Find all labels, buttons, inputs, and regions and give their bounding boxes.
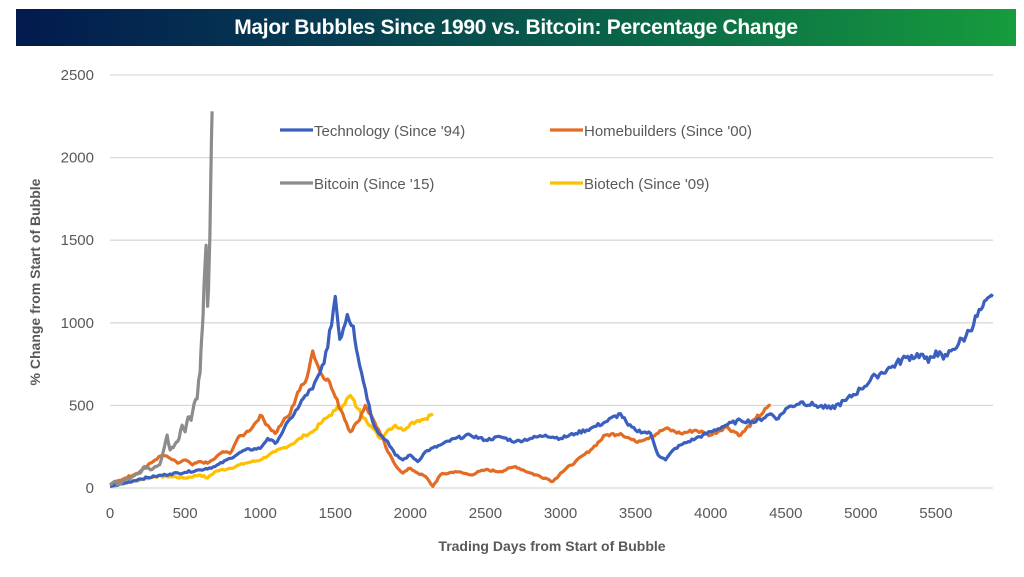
y-tick-label: 2500: [61, 67, 94, 84]
legend-label: Technology (Since '94): [314, 123, 465, 140]
x-tick-label: 4500: [769, 505, 802, 522]
legend: Technology (Since '94) Homebuilders (Sinc…: [280, 123, 752, 193]
legend-label: Homebuilders (Since '00): [584, 123, 752, 140]
legend-label: Bitcoin (Since '15): [314, 176, 434, 193]
x-axis-title: Trading Days from Start of Bubble: [438, 538, 665, 554]
x-axis-ticks: 0 500 1000 1500 2000 2500 3000 3500 4000 4500 5000…: [106, 505, 953, 522]
series-line-bitcoin: [109, 111, 214, 487]
x-tick-label: 4000: [694, 505, 727, 522]
x-tick-label: 1500: [319, 505, 352, 522]
x-tick-label: 500: [173, 505, 198, 522]
series-line-technology: [109, 293, 994, 488]
chart-title: Major Bubbles Since 1990 vs. Bitcoin: Pe…: [234, 15, 798, 39]
x-tick-label: 5000: [844, 505, 877, 522]
legend-label: Biotech (Since '09): [584, 176, 709, 193]
series-line-biotech: [109, 393, 434, 488]
y-tick-label: 1000: [61, 315, 94, 332]
y-axis-ticks: 0 500 1000 1500 2000 2500: [61, 67, 94, 497]
x-tick-label: 1000: [243, 505, 276, 522]
x-tick-label: 3000: [544, 505, 577, 522]
y-axis-title: % Change from Start of Bubble: [27, 178, 43, 385]
y-tick-label: 500: [69, 397, 94, 414]
series-lines: [109, 111, 994, 488]
x-tick-label: 5500: [919, 505, 952, 522]
y-tick-label: 2000: [61, 150, 94, 167]
x-tick-label: 2500: [469, 505, 502, 522]
x-tick-label: 2000: [394, 505, 427, 522]
gridlines: [110, 74, 993, 489]
y-tick-label: 0: [86, 480, 94, 497]
chart-title-bar: Major Bubbles Since 1990 vs. Bitcoin: Pe…: [16, 9, 1016, 46]
x-tick-label: 0: [106, 505, 114, 522]
series-line-homebuilders: [109, 349, 771, 488]
x-tick-label: 3500: [619, 505, 652, 522]
y-tick-label: 1500: [61, 232, 94, 249]
